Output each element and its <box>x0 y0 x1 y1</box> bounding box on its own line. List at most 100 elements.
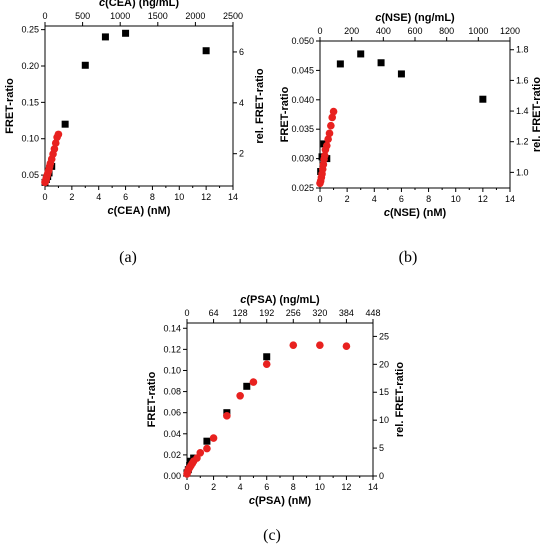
y2-tick-label: 1.6 <box>516 75 529 85</box>
x-axis-top: 0 64 128 192 256 320 384 448 <box>184 308 381 323</box>
data-point <box>327 121 335 130</box>
data-point <box>329 107 338 116</box>
x-tick-label: 0 <box>42 192 47 202</box>
series-circles <box>41 130 63 187</box>
x2-tick-label: 500 <box>75 11 90 21</box>
data-point <box>479 95 487 103</box>
y2-tick-label: 10 <box>379 415 389 425</box>
y2-tick-label: 15 <box>379 387 389 397</box>
y-tick-label: 0.20 <box>21 61 39 71</box>
data-point <box>236 392 244 400</box>
series-squares <box>317 50 487 176</box>
y-tick-label: 0.14 <box>163 323 181 333</box>
y-tick-label: 0.06 <box>163 408 181 418</box>
y-tick-label: 0.02 <box>163 450 181 460</box>
y-axis-title: FRET-ratio <box>146 371 158 427</box>
y2-tick-label: 5 <box>379 443 384 453</box>
x2-tick-label: 1200 <box>500 26 520 36</box>
y-axis-left: 0.00 0.02 0.04 0.06 0.08 0.10 0.12 0.14 <box>163 323 187 481</box>
x2-tick-label: 256 <box>286 308 301 318</box>
y-tick-label: 0.030 <box>291 154 314 164</box>
data-point <box>397 70 405 78</box>
x-tick-label: 8 <box>291 482 296 492</box>
data-point <box>203 437 211 445</box>
data-point <box>263 353 271 361</box>
data-point <box>203 444 211 453</box>
x-tick-label: 2 <box>345 194 350 204</box>
x-axis-top: 0 500 1000 1500 2000 2500 <box>42 11 243 26</box>
data-point <box>223 412 231 420</box>
data-point <box>262 360 271 368</box>
y-axis-right: 2 4 6 <box>233 47 244 159</box>
y-tick-label: 0.045 <box>291 65 314 75</box>
y-tick-label: 0.10 <box>21 134 39 144</box>
data-point <box>320 151 329 160</box>
x2-tick-label: 0 <box>317 26 322 36</box>
chart-panel-b: 0 2 4 6 8 10 12 140 200 400 600 800 1000 12000.0250.0… <box>279 12 543 266</box>
x2-tick-label: 2500 <box>223 11 243 21</box>
x-tick-label: 2 <box>69 192 74 202</box>
panel-label: (a) <box>119 249 137 266</box>
x2-tick-label: 1000 <box>468 26 488 36</box>
x-tick-label: 12 <box>478 194 488 204</box>
plot-frame <box>319 40 511 189</box>
data-point <box>377 59 385 67</box>
x2-tick-label: 320 <box>312 308 327 318</box>
panel-label: (b) <box>399 249 418 266</box>
y2-tick-label: 1.8 <box>516 45 529 55</box>
x-tick-label: 0 <box>184 482 189 492</box>
y2-axis-title: rel. FRET-ratio <box>394 362 406 437</box>
data-point <box>61 120 69 128</box>
y-axis-title: FRET-ratio <box>279 86 291 142</box>
x-axis-bottom: 0 2 4 6 8 10 12 14 <box>317 188 515 204</box>
x2-axis-title: c(CEA) (ng/mL) <box>99 0 179 9</box>
x-tick-label: 12 <box>201 192 211 202</box>
data-point <box>81 61 89 69</box>
x-axis-bottom: 0 2 4 6 8 10 12 14 <box>42 186 238 202</box>
y2-tick-label: 20 <box>379 359 389 369</box>
x2-tick-label: 448 <box>365 308 380 318</box>
x-tick-label: 4 <box>238 482 243 492</box>
panel-label: (c) <box>263 527 281 544</box>
data-point <box>51 139 60 147</box>
data-point <box>336 60 344 68</box>
data-point <box>54 130 63 139</box>
x2-tick-label: 1500 <box>148 11 168 21</box>
x-tick-label: 4 <box>96 192 101 202</box>
x-tick-label: 12 <box>341 482 351 492</box>
data-point <box>249 378 258 386</box>
y2-tick-label: 1.4 <box>516 106 529 116</box>
y2-tick-label: 2 <box>239 149 244 159</box>
x2-tick-label: 800 <box>439 26 454 36</box>
x2-tick-label: 64 <box>209 308 219 318</box>
series-squares <box>41 29 210 186</box>
x-tick-label: 2 <box>211 482 216 492</box>
x-tick-label: 6 <box>264 482 269 492</box>
y-tick-label: 0.15 <box>21 97 39 107</box>
x2-tick-label: 2000 <box>185 11 205 21</box>
x2-tick-label: 200 <box>344 26 359 36</box>
y2-axis-title: rel. FRET-ratio <box>254 68 266 143</box>
x-tick-label: 4 <box>372 194 377 204</box>
y2-tick-label: 25 <box>379 331 389 341</box>
x-tick-label: 8 <box>150 192 155 202</box>
x-tick-label: 0 <box>317 194 322 204</box>
chart-panel-c: 0 2 4 6 8 10 12 140 64 128 192 256 320 384 4480.000.02… <box>146 294 406 544</box>
x-tick-label: 10 <box>451 194 461 204</box>
x2-tick-label: 384 <box>339 308 354 318</box>
y-tick-label: 0.00 <box>163 471 181 481</box>
data-point <box>243 382 251 390</box>
y2-tick-label: 1.2 <box>516 137 529 147</box>
data-point <box>357 50 365 58</box>
x2-axis-title: c(NSE) (ng/mL) <box>375 12 455 24</box>
y2-tick-label: 4 <box>239 98 244 108</box>
data-point <box>316 341 324 349</box>
x-tick-label: 14 <box>368 482 378 492</box>
y-axis-title: FRET-ratio <box>4 78 16 134</box>
y-axis-right: 0 5 10 15 20 25 <box>373 331 389 481</box>
y-tick-label: 0.05 <box>21 170 39 180</box>
x-tick-label: 10 <box>174 192 184 202</box>
y2-axis-title: rel. FRET-ratio <box>531 77 543 152</box>
data-point <box>209 434 218 442</box>
